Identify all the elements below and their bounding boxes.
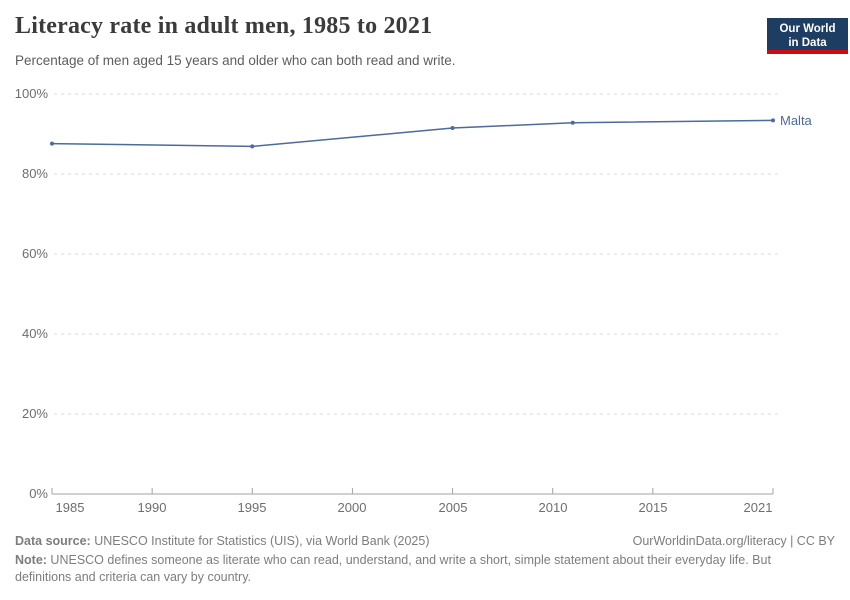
data-point-marker bbox=[450, 126, 455, 130]
owid-logo-text: Our World in Data bbox=[767, 18, 848, 50]
x-tick-label-2000: 2000 bbox=[337, 500, 367, 515]
y-tick-label-0: 0% bbox=[29, 486, 48, 501]
chart-subtitle: Percentage of men aged 15 years and olde… bbox=[15, 53, 456, 68]
x-tick-label-1995: 1995 bbox=[237, 500, 267, 515]
data-point-marker bbox=[771, 118, 775, 123]
data-point-marker bbox=[250, 144, 255, 149]
x-tick-label-2005: 2005 bbox=[438, 500, 468, 515]
note-text: UNESCO defines someone as literate who c… bbox=[15, 552, 771, 584]
x-tick-label-2010: 2010 bbox=[538, 500, 568, 515]
chart-footer: Data source: UNESCO Institute for Statis… bbox=[15, 534, 835, 586]
data-source-text: UNESCO Institute for Statistics (UIS), v… bbox=[90, 534, 430, 548]
data-source-line: Data source: UNESCO Institute for Statis… bbox=[15, 534, 430, 548]
data-source-label: Data source: bbox=[15, 534, 91, 548]
owid-logo[interactable]: Our World in Data bbox=[767, 18, 848, 54]
owid-license-link[interactable]: OurWorldinData.org/literacy | CC BY bbox=[632, 534, 835, 548]
y-tick-label-60: 60% bbox=[21, 246, 48, 261]
y-tick-label-20: 20% bbox=[21, 406, 48, 421]
x-tick-label-2021: 2021 bbox=[743, 500, 773, 515]
chart-note: Note: UNESCO defines someone as literate… bbox=[15, 552, 777, 586]
x-tick-label-1985: 1985 bbox=[55, 500, 85, 515]
y-tick-label-80: 80% bbox=[21, 166, 48, 181]
data-point-marker bbox=[570, 120, 575, 125]
x-tick-label-1990: 1990 bbox=[137, 500, 167, 515]
y-tick-label-40: 40% bbox=[21, 326, 48, 341]
series-label-malta[interactable]: Malta bbox=[780, 113, 812, 128]
series-line bbox=[51, 119, 774, 148]
owid-logo-redbar bbox=[767, 50, 848, 54]
note-label: Note: bbox=[15, 552, 47, 567]
x-tick-label-2015: 2015 bbox=[638, 500, 668, 515]
owid-logo-line2: in Data bbox=[788, 37, 827, 49]
owid-logo-line1: Our World bbox=[779, 23, 836, 35]
chart-title: Literacy rate in adult men, 1985 to 2021 bbox=[15, 13, 433, 39]
data-point-marker bbox=[50, 141, 54, 146]
y-tick-label-100: 100% bbox=[14, 86, 48, 101]
